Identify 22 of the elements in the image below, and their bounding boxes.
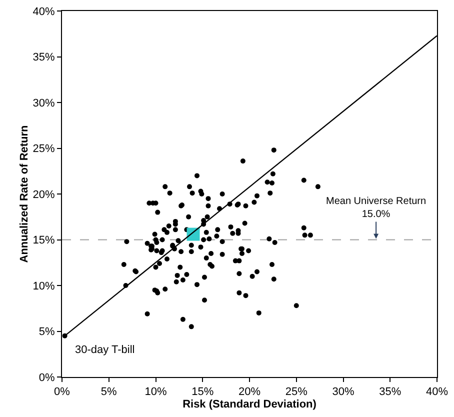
x-tick-label: 20%: [238, 386, 261, 398]
y-tick-label: 5%: [38, 326, 56, 338]
x-tick-label: 10%: [144, 386, 167, 398]
y-tick-label: 40%: [32, 6, 56, 18]
y-tick-label: 10%: [32, 280, 56, 292]
y-axis-title: Annualized Rate of Return: [18, 124, 30, 263]
x-tick-label: 15%: [192, 386, 214, 398]
annotation: Mean Universe Return 15.0%: [326, 196, 426, 220]
x-tick-label: 30%: [332, 386, 354, 398]
x-tick-label: 25%: [285, 386, 308, 398]
x-tick-label: 35%: [379, 386, 402, 398]
y-tick-label: 35%: [32, 52, 56, 64]
x-tick-label: 5%: [100, 386, 118, 398]
x-tick-label: 0%: [54, 386, 70, 398]
x-axis-title: Risk (Standard Deviation): [182, 398, 317, 410]
y-tick-label: 15%: [32, 234, 56, 247]
y-tick-label: 20%: [32, 188, 56, 201]
y-tick-label: 30%: [32, 97, 56, 110]
y-tick-label: 0%: [38, 372, 56, 384]
annotation: 30-day T-bill: [75, 344, 135, 356]
y-tick-label: 25%: [32, 143, 56, 156]
x-tick-label: 40%: [426, 386, 448, 398]
